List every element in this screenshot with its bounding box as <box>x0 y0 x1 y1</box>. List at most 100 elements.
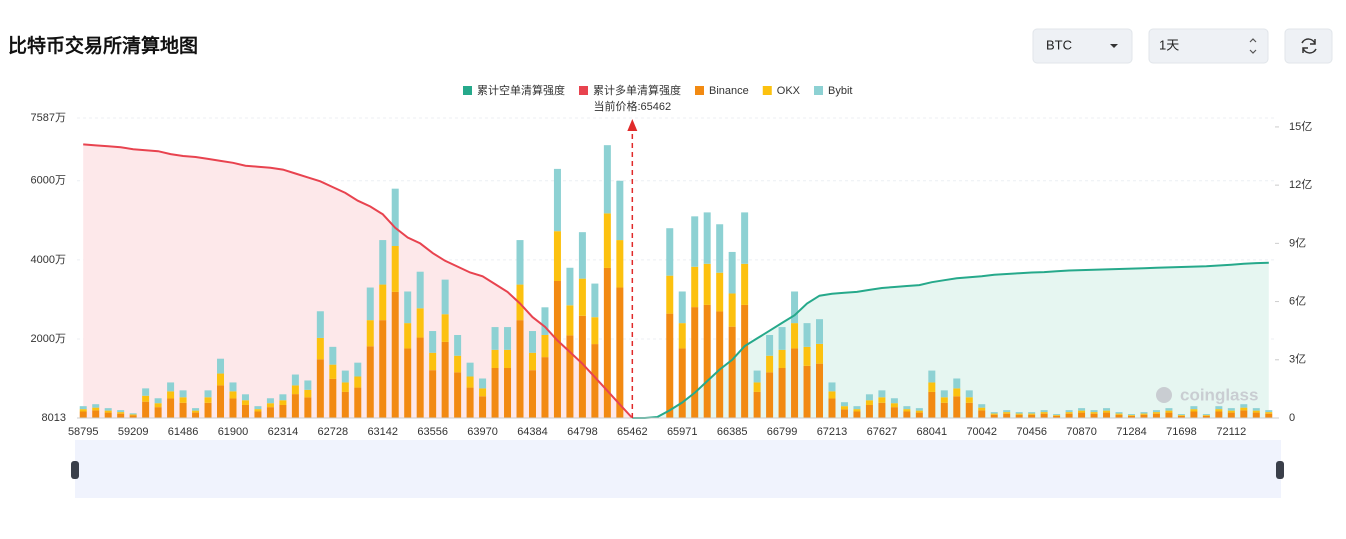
x-tick-label: 59209 <box>118 426 149 438</box>
bar-segment <box>741 263 749 305</box>
bar-segment <box>204 397 212 403</box>
legend-swatch <box>814 86 823 95</box>
legend-label: OKX <box>777 85 801 97</box>
bar-segment <box>578 278 586 316</box>
bar-segment <box>354 387 362 419</box>
slider-handle[interactable] <box>1276 461 1284 479</box>
y2-tick-label: 3亿 <box>1289 353 1306 366</box>
bar-segment <box>766 355 774 373</box>
bar-segment <box>678 348 686 419</box>
bar-segment <box>728 326 736 419</box>
y-tick-label: 8013 <box>42 412 66 424</box>
bar-segment <box>1040 410 1048 413</box>
line <box>632 261 1269 419</box>
button-box[interactable] <box>1284 28 1333 64</box>
bar-segment <box>965 397 973 403</box>
bar-segment <box>666 313 674 419</box>
bar-segment <box>553 281 561 419</box>
bar-segment <box>1215 411 1223 419</box>
bar-segment <box>154 407 162 419</box>
bar-segment <box>291 374 299 386</box>
bar-segment <box>1177 415 1185 419</box>
bar-segment <box>1252 410 1260 413</box>
bar-segment <box>528 331 536 353</box>
bar-segment <box>691 266 699 308</box>
bar-segment <box>1103 412 1111 419</box>
bar-segment <box>840 406 848 410</box>
bar-segment <box>104 408 112 411</box>
bar-segment <box>466 376 474 388</box>
x-tick-label: 72112 <box>1216 426 1246 438</box>
bar-segment <box>1053 414 1061 416</box>
bar-segment <box>678 291 686 324</box>
refresh-button[interactable] <box>1284 28 1333 64</box>
bar-segment <box>129 415 137 419</box>
bar-segment <box>416 308 424 338</box>
select-value: BTC <box>1046 37 1072 52</box>
bar-segment <box>316 311 324 338</box>
bar-segment <box>816 363 824 419</box>
period-select[interactable]: 1天 <box>1148 28 1269 64</box>
bar-segment <box>1190 406 1198 410</box>
bar-segment <box>491 349 499 369</box>
bar-segment <box>217 385 225 419</box>
bar-segment <box>1152 413 1160 419</box>
bar-segment <box>553 168 561 232</box>
bar-segment <box>716 224 724 273</box>
bar-segment <box>1202 414 1210 416</box>
bar-segment <box>416 271 424 309</box>
bar-segment <box>903 409 911 412</box>
bar-segment <box>429 331 437 353</box>
bar-segment <box>142 401 150 419</box>
select-box[interactable] <box>1032 28 1133 64</box>
bar-segment <box>965 390 973 398</box>
bar-segment <box>716 272 724 312</box>
bar-segment <box>92 407 100 411</box>
select-value: 1天 <box>1159 37 1179 52</box>
bar-segment <box>129 413 137 415</box>
bar-segment <box>304 389 312 398</box>
x-tick-label: 65462 <box>617 426 648 438</box>
bar-segment <box>1252 408 1260 411</box>
bar-segment <box>1265 412 1273 414</box>
bar-segment <box>853 406 861 410</box>
bar-segment <box>1078 410 1086 413</box>
x-tick-label: 68041 <box>917 426 948 438</box>
bar-segment <box>1240 410 1248 419</box>
bar-segment <box>890 403 898 408</box>
slider-handle[interactable] <box>71 461 79 479</box>
bar-segment <box>703 304 711 419</box>
bar-segment <box>504 368 512 419</box>
bar-segment <box>266 403 274 408</box>
bar-segment <box>341 382 349 392</box>
bar-segment <box>154 403 162 408</box>
bar-segment <box>953 388 961 397</box>
bar-segment <box>241 394 249 401</box>
bar-segment <box>1265 413 1273 419</box>
legend-swatch <box>463 86 472 95</box>
coin-select[interactable]: BTC <box>1032 28 1133 64</box>
line <box>83 143 634 419</box>
bar-segment <box>1202 415 1210 416</box>
bar-segment <box>516 320 524 419</box>
bar-segment <box>466 362 474 377</box>
bar-segment <box>953 378 961 389</box>
bar-segment <box>179 390 187 398</box>
bar-segment <box>578 315 586 419</box>
watermark-logo <box>1156 387 1172 403</box>
bar-segment <box>928 370 936 383</box>
bar-segment <box>1065 412 1073 414</box>
bar-segment <box>753 382 761 392</box>
x-tick-label: 67213 <box>817 426 848 438</box>
zoom-slider[interactable] <box>71 440 1284 498</box>
bar-segment <box>329 378 337 419</box>
select-box[interactable] <box>1148 28 1269 64</box>
x-tick-label: 70042 <box>966 426 997 438</box>
bar-segment <box>541 307 549 335</box>
bar-segment <box>591 283 599 318</box>
bar-segment <box>978 407 986 411</box>
bar-segment <box>1152 410 1160 413</box>
bar-segment <box>1090 412 1098 414</box>
bar-segment <box>865 404 873 419</box>
